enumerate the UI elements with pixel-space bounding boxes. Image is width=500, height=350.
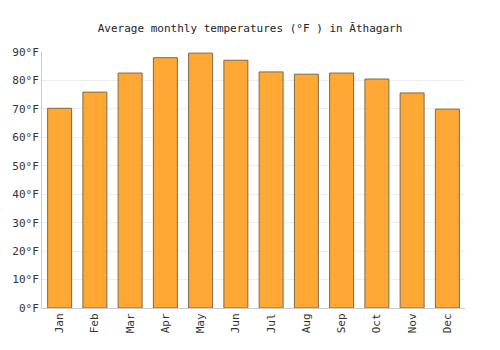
svg-text:90°F: 90°F <box>12 46 39 59</box>
svg-text:Jan: Jan <box>53 313 66 333</box>
svg-text:80°F: 80°F <box>12 74 39 87</box>
svg-text:30°F: 30°F <box>12 217 39 230</box>
svg-text:Apr: Apr <box>159 313 172 333</box>
svg-text:40°F: 40°F <box>12 188 39 201</box>
svg-text:50°F: 50°F <box>12 160 39 173</box>
svg-text:Feb: Feb <box>88 313 101 333</box>
svg-text:10°F: 10°F <box>12 273 39 286</box>
svg-text:Sep: Sep <box>335 313 348 333</box>
svg-text:Average monthly temperatures (: Average monthly temperatures (°F ) in Āt… <box>98 22 403 35</box>
svg-text:Aug: Aug <box>300 313 313 333</box>
svg-text:Dec: Dec <box>441 313 454 333</box>
svg-text:May: May <box>194 313 207 333</box>
svg-text:20°F: 20°F <box>12 245 39 258</box>
svg-text:Mar: Mar <box>124 313 137 333</box>
svg-text:Oct: Oct <box>370 313 383 333</box>
svg-text:70°F: 70°F <box>12 103 39 116</box>
svg-text:Jun: Jun <box>229 313 242 333</box>
svg-text:60°F: 60°F <box>12 131 39 144</box>
svg-text:Jul: Jul <box>265 313 278 333</box>
svg-text:0°F: 0°F <box>19 302 39 315</box>
svg-text:Nov: Nov <box>406 313 419 333</box>
